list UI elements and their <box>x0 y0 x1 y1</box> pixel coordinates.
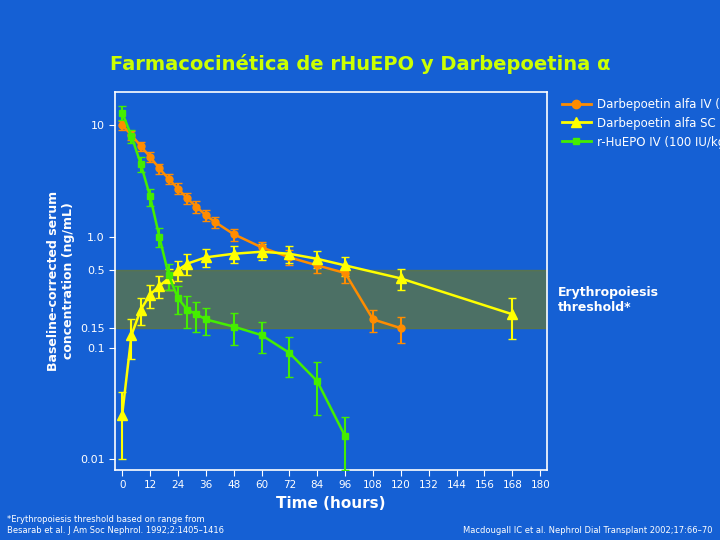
Bar <box>115 270 547 328</box>
Text: Farmacocinética de rHuEPO y Darbepoetina α: Farmacocinética de rHuEPO y Darbepoetina… <box>109 54 611 74</box>
Text: *Erythropoiesis threshold based on range from
Besarab et al. J Am Soc Nephrol. 1: *Erythropoiesis threshold based on range… <box>7 515 224 535</box>
Text: Erythropoiesis
threshold*: Erythropoiesis threshold* <box>558 286 660 314</box>
Text: Macdougall IC et al. Nephrol Dial Transplant 2002;17:66–70: Macdougall IC et al. Nephrol Dial Transp… <box>463 525 713 535</box>
X-axis label: Time (hours): Time (hours) <box>276 496 386 511</box>
Y-axis label: Baseline-corrected serum
concentration (ng/mL): Baseline-corrected serum concentration (… <box>47 191 75 371</box>
Legend: Darbepoetin alfa IV (0.5 μg/kg), Darbepoetin alfa SC (0.5 μg/kg), r-HuEPO IV (10: Darbepoetin alfa IV (0.5 μg/kg), Darbepo… <box>562 98 720 148</box>
